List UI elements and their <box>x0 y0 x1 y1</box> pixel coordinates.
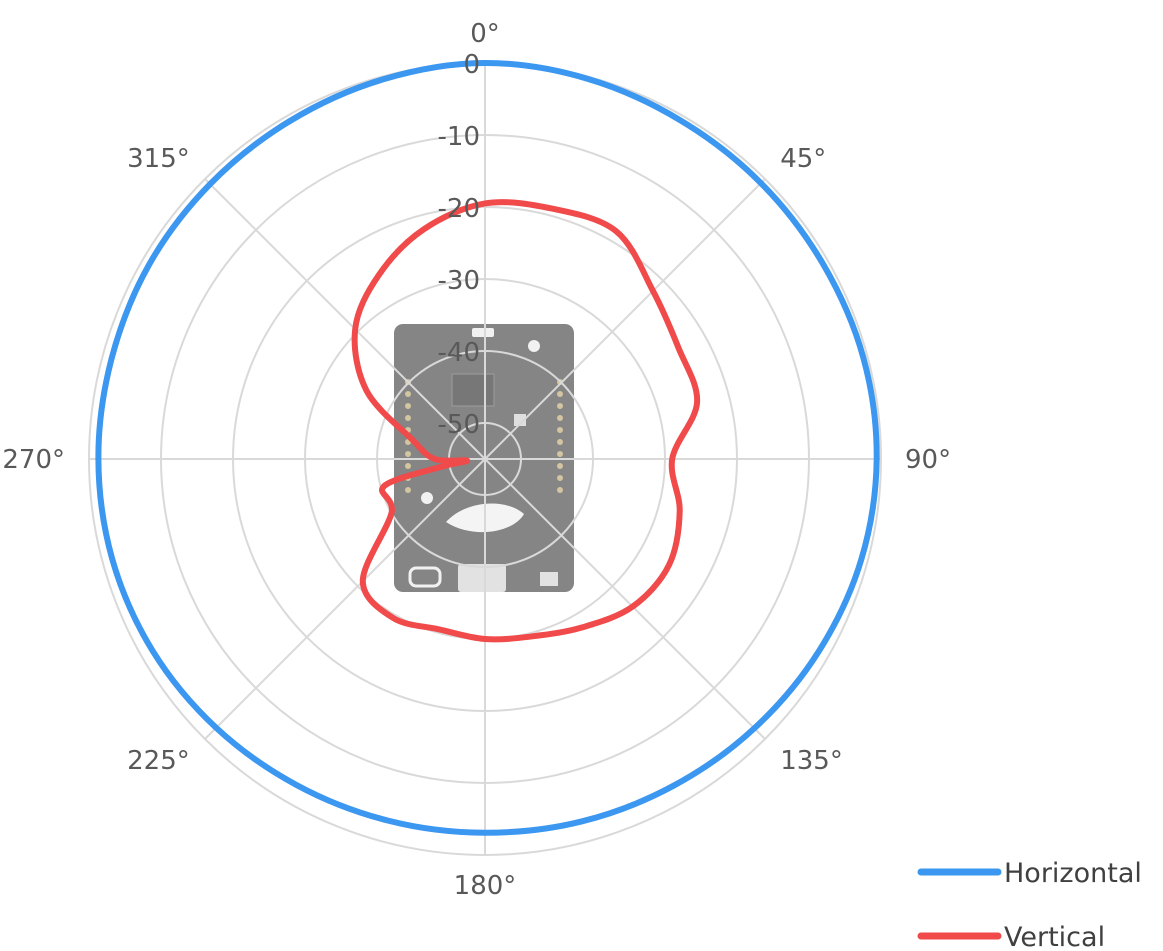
radial-tick-labels: 0 -10 -20 -30 -40 -50 <box>438 50 480 440</box>
grid-spoke <box>484 178 766 460</box>
angle-labels: 0° 45° 90° 135° 180° 225° 270° 315° <box>2 19 951 901</box>
board-pin <box>557 463 563 469</box>
board-pin <box>557 415 563 421</box>
board-connector <box>472 328 494 337</box>
board-pin <box>557 439 563 445</box>
board-pin <box>405 463 411 469</box>
legend: Horizontal Vertical <box>917 858 1142 951</box>
board-pin <box>557 487 563 493</box>
board-mount-hole <box>421 492 433 504</box>
series-layer <box>95 59 880 836</box>
radial-tick-label: 0 <box>463 50 480 80</box>
radial-tick-label: -30 <box>438 266 480 296</box>
angle-label: 135° <box>780 746 843 776</box>
radial-tick-label: -40 <box>438 338 480 368</box>
board-button <box>408 566 442 588</box>
board-pin <box>557 391 563 397</box>
legend-label-horizontal: Horizontal <box>1004 858 1142 889</box>
radial-tick-label: -20 <box>438 194 480 224</box>
board-pin <box>557 475 563 481</box>
radial-tick-label: -10 <box>438 122 480 152</box>
angle-label: 270° <box>2 445 65 475</box>
grid-spoke <box>484 458 766 740</box>
series-line-vertical <box>351 199 701 643</box>
board-usb-port <box>458 564 506 592</box>
angle-label: 315° <box>127 144 190 174</box>
board-pin <box>557 451 563 457</box>
legend-label-vertical: Vertical <box>1004 922 1105 951</box>
board-pin <box>405 451 411 457</box>
angle-label: 180° <box>454 871 517 901</box>
board-pin <box>557 427 563 433</box>
board-chip <box>451 373 495 407</box>
series-line-horizontal <box>95 59 880 836</box>
board-mount-hole <box>528 340 540 352</box>
angle-label: 90° <box>905 445 951 475</box>
grid-spoke <box>204 458 486 740</box>
board-pin <box>405 415 411 421</box>
board-pin <box>405 403 411 409</box>
polar-grid <box>88 62 882 856</box>
board-pin <box>557 403 563 409</box>
board-led <box>514 414 526 426</box>
angle-label: 225° <box>127 746 190 776</box>
board-pin <box>405 487 411 493</box>
board-component <box>540 572 558 586</box>
angle-label: 0° <box>470 19 500 49</box>
radial-tick-label: -50 <box>438 410 480 440</box>
grid-spoke <box>204 178 486 460</box>
board-pin <box>405 391 411 397</box>
angle-label: 45° <box>780 144 826 174</box>
